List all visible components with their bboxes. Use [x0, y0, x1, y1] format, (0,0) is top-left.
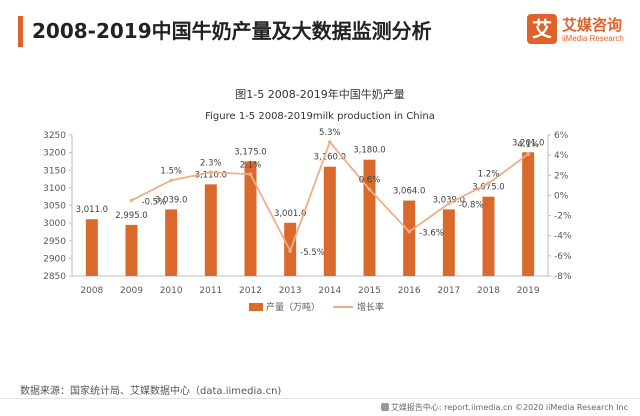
bar [323, 166, 336, 276]
bar-value-label: 3,001.0 [274, 209, 306, 219]
bar-value-label: 3,160.0 [314, 153, 346, 163]
bar-value-label: 3,011.0 [76, 205, 108, 215]
growth-rate-point [328, 140, 332, 144]
bar [204, 184, 217, 276]
x-tick-label: 2013 [279, 286, 302, 296]
bar [85, 219, 98, 276]
right-tick-label: -4% [554, 232, 572, 242]
bar-value-label: 3,039.0 [433, 195, 465, 205]
left-tick-label: 2850 [43, 272, 66, 282]
brand-logo: 艾 [527, 14, 557, 44]
right-tick-label: 6% [554, 131, 569, 141]
right-tick-label: -2% [554, 212, 572, 222]
x-tick-label: 2019 [517, 286, 540, 296]
growth-rate-point [209, 170, 213, 175]
chart-title: 图1-5 2008-2019年中国牛奶产量 [235, 87, 404, 101]
growth-rate-label: 5.3% [319, 128, 341, 138]
bar-value-label: 3,201.0 [512, 138, 544, 148]
growth-rate-point [407, 229, 411, 234]
bar-value-label: 3,039.0 [155, 195, 187, 205]
page-title: 2008-2019中国牛奶产量及大数据监测分析 [32, 19, 432, 43]
x-tick-label: 2008 [80, 286, 103, 296]
brand-name: 艾媒咨询 [562, 16, 623, 34]
bar [244, 161, 257, 276]
growth-rate-point [288, 249, 292, 253]
line-series: -0.5% 1.5% 2.3% 2.1% -5.5% 5.3% 0.6% -3.6% -0.8%… [129, 128, 539, 258]
growth-rate-label: 2.3% [200, 158, 222, 168]
right-axis: -8% -6% -4% -2% 0% 2% 4% 6% [547, 131, 572, 282]
left-tick-label: 3200 [43, 149, 66, 159]
milk-production-chart: 图1-5 2008-2019年中国牛奶产量 Figure 1-5 2008-20… [43, 87, 572, 313]
growth-rate-point [248, 172, 253, 177]
x-tick-label: 2011 [199, 286, 222, 296]
bar [165, 209, 178, 276]
bar-value-label: 3,175.0 [234, 147, 266, 157]
x-tick-label: 2010 [160, 286, 183, 296]
right-tick-label: 0% [554, 191, 569, 201]
x-tick-label: 2014 [318, 286, 341, 296]
growth-rate-point [129, 198, 134, 203]
growth-rate-label: 1.5% [160, 166, 182, 176]
x-tick-label: 2016 [398, 286, 421, 296]
x-tick-label: 2009 [120, 286, 143, 296]
bar [125, 224, 138, 276]
report-icon [380, 403, 389, 411]
x-axis: 2008 2009 2010 2011 2012 2013 2014 2015 2016 2017… [72, 275, 548, 296]
growth-rate-point [486, 181, 491, 186]
left-tick-label: 2900 [43, 254, 66, 264]
bar [363, 159, 376, 276]
left-axis: 2850 2900 2950 3000 3050 3100 3150 3200 3250 [43, 131, 73, 282]
legend-label-growth: 增长率 [357, 301, 384, 313]
left-tick-label: 3250 [43, 131, 66, 141]
legend-swatch-production [249, 303, 263, 311]
footer-text: 艾媒报告中心: report.iimedia.cn ©2020 iiMedia … [390, 403, 628, 412]
right-tick-label: -8% [554, 272, 572, 282]
growth-rate-label: 4.1% [517, 140, 539, 150]
bar-value-label: 3,064.0 [393, 187, 425, 197]
left-tick-label: 2950 [43, 237, 66, 247]
footer-divider [0, 398, 640, 399]
bar-value-label: 3,180.0 [353, 146, 385, 156]
right-tick-label: 4% [554, 151, 569, 161]
left-tick-label: 3150 [43, 166, 66, 176]
footer: 艾媒报告中心: report.iimedia.cn ©2020 iiMedia … [380, 402, 628, 413]
left-tick-label: 3000 [43, 219, 66, 229]
bar-value-label: 2,995.0 [115, 211, 147, 221]
bar-value-label: 3,075.0 [472, 183, 504, 193]
x-tick-label: 2018 [477, 286, 500, 296]
x-tick-label: 2015 [358, 286, 381, 296]
x-tick-label: 2017 [437, 286, 460, 296]
growth-rate-point [526, 152, 530, 156]
growth-rate-point [447, 201, 451, 206]
growth-rate-label: 2.1% [240, 160, 262, 170]
growth-rate-label: 0.6% [359, 175, 381, 185]
source-note: 数据来源：国家统计局、艾媒数据中心（data.iimedia.cn) [20, 386, 282, 397]
growth-rate-label: 1.2% [478, 169, 500, 179]
growth-rate-label: -3.6% [419, 229, 444, 239]
bar-value-label: 3,110.0 [195, 170, 227, 180]
left-tick-label: 3050 [43, 202, 66, 212]
right-tick-label: -6% [554, 252, 572, 262]
chart-subtitle: Figure 1-5 2008-2019milk production in C… [205, 111, 435, 122]
right-tick-label: 2% [554, 171, 569, 181]
bar [442, 209, 455, 276]
growth-rate-label: -5.5% [300, 248, 325, 258]
legend: 产量（万吨） 增长率 [249, 301, 384, 313]
growth-rate-label: -0.8% [459, 200, 484, 210]
legend-label-production: 产量（万吨） [266, 301, 320, 313]
title-accent-bar [18, 16, 23, 47]
left-tick-label: 3100 [43, 184, 66, 194]
brand: 艾 艾媒咨询 iiMedia Research [527, 14, 633, 50]
bar [403, 200, 416, 276]
brand-subtitle: iiMedia Research [562, 34, 624, 43]
bar [482, 196, 495, 276]
growth-rate-point [367, 187, 372, 192]
bar-series: 3,011.0 2,995.0 3,039.0 3,110.0 3,175.0 3,001… [76, 138, 544, 276]
growth-rate-point [169, 178, 173, 183]
bar [522, 152, 535, 276]
growth-rate-label: -0.5% [142, 197, 167, 207]
x-tick-label: 2012 [239, 286, 262, 296]
